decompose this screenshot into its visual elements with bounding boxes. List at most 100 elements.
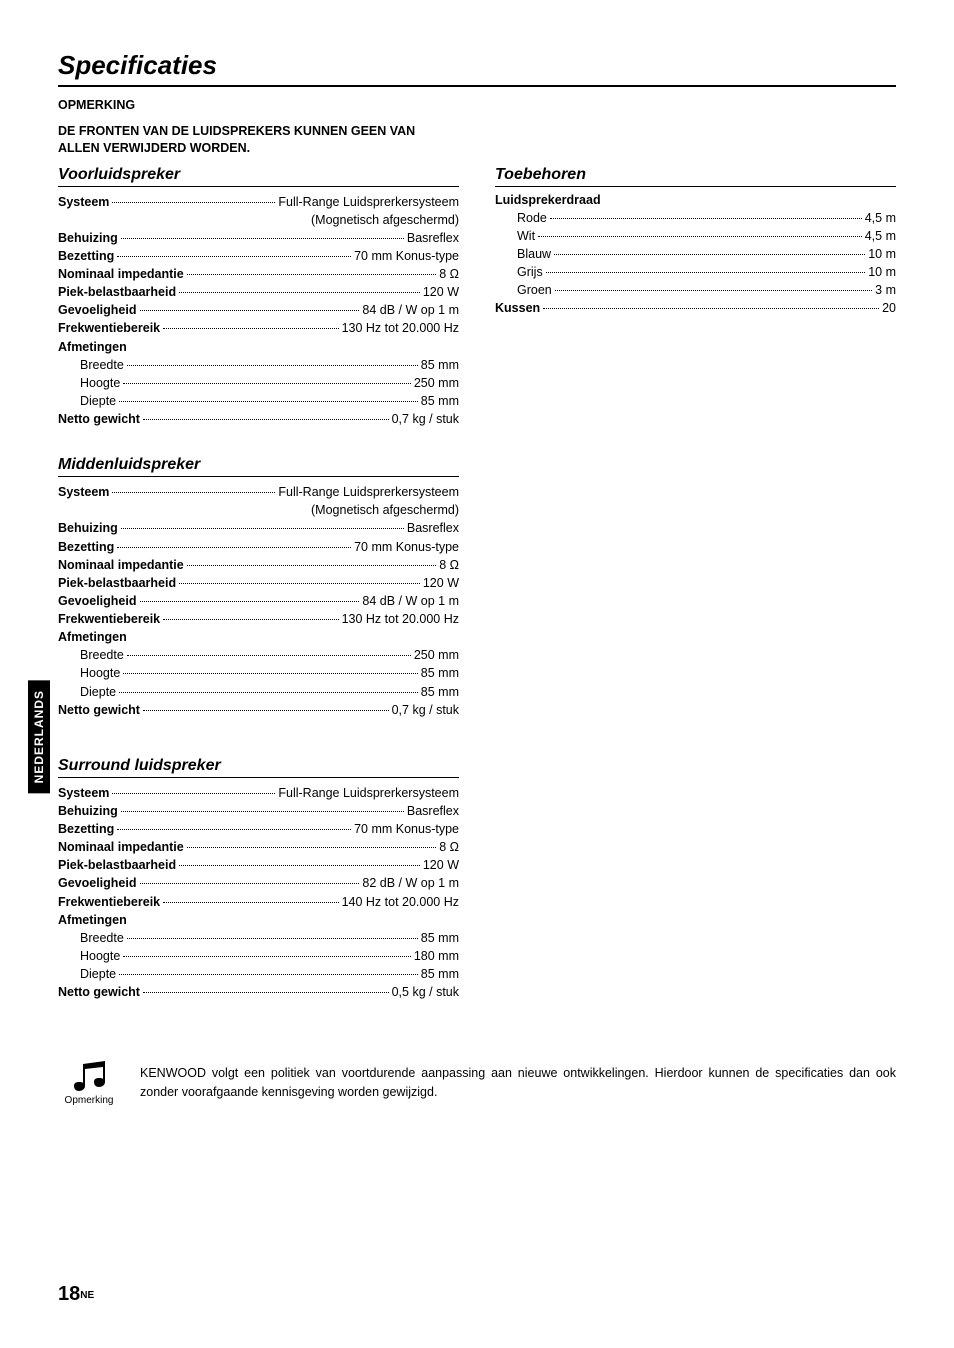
spec-label: Rode xyxy=(517,209,547,227)
spec-label: Kussen xyxy=(495,299,540,317)
dots xyxy=(554,254,865,255)
spec-row: Grijs 10 m xyxy=(495,263,896,281)
note-icon: Opmerking xyxy=(58,1060,120,1106)
dots xyxy=(123,956,411,957)
spec-label: Breedte xyxy=(80,356,124,374)
spec-row: Netto gewicht0,7 kg / stuk xyxy=(58,410,459,428)
spec-row: SysteemFull-Range Luidsprerkersysteem xyxy=(58,483,459,501)
dots xyxy=(121,528,404,529)
page-title: Specificaties xyxy=(58,50,896,87)
spec-value: 85 mm xyxy=(421,664,459,682)
spec-row: Frekwentiebereik140 Hz tot 20.000 Hz xyxy=(58,893,459,911)
spec-label: Wit xyxy=(517,227,535,245)
dots xyxy=(163,328,338,329)
dots xyxy=(140,883,360,884)
spec-label: Frekwentiebereik xyxy=(58,319,160,337)
spec-row: Diepte85 mm xyxy=(58,965,459,983)
spec-row: Hoogte250 mm xyxy=(58,374,459,392)
dots xyxy=(127,365,418,366)
spec-value: 85 mm xyxy=(421,929,459,947)
spec-row: Piek-belastbaarheid120 W xyxy=(58,856,459,874)
dots xyxy=(187,274,436,275)
spec-value: 8 Ω xyxy=(439,265,459,283)
spec-value: 8 Ω xyxy=(439,838,459,856)
dots xyxy=(179,583,420,584)
spec-row: Afmetingen xyxy=(58,338,459,356)
spec-label: Grijs xyxy=(517,263,543,281)
spec-value: Basreflex xyxy=(407,519,459,537)
spec-label: Behuizing xyxy=(58,519,118,537)
spec-label: Behuizing xyxy=(58,802,118,820)
spec-label: Gevoeligheid xyxy=(58,301,137,319)
spec-row: SysteemFull-Range Luidsprerkersysteem xyxy=(58,193,459,211)
spec-value: 8 Ω xyxy=(439,556,459,574)
spec-row: Breedte250 mm xyxy=(58,646,459,664)
spec-row: Gevoeligheid 84 dB / W op 1 m xyxy=(58,592,459,610)
dots xyxy=(119,692,418,693)
spec-label: Systeem xyxy=(58,483,109,501)
dots xyxy=(143,710,389,711)
spec-row: Bezetting70 mm Konus-type xyxy=(58,247,459,265)
spec-value: 85 mm xyxy=(421,356,459,374)
spec-row: Frekwentiebereik130 Hz tot 20.000 Hz xyxy=(58,610,459,628)
spec-label: Blauw xyxy=(517,245,551,263)
spec-value: Full-Range Luidsprerkersysteem xyxy=(278,193,459,211)
dots xyxy=(127,655,411,656)
spec-row: SysteemFull-Range Luidsprerkersysteem xyxy=(58,784,459,802)
footer-note: Opmerking KENWOOD volgt een politiek van… xyxy=(58,1060,896,1106)
spec-row: Piek-belastbaarheid 120 W xyxy=(58,574,459,592)
spec-value: 140 Hz tot 20.000 Hz xyxy=(342,893,459,911)
spec-row: Diepte85 mm xyxy=(58,392,459,410)
spec-row: BehuizingBasreflex xyxy=(58,802,459,820)
spec-value: 4,5 m xyxy=(865,227,896,245)
left-column: Voorluidspreker SysteemFull-Range Luidsp… xyxy=(58,166,459,1002)
spec-row: Blauw10 m xyxy=(495,245,896,263)
spec-label: Netto gewicht xyxy=(58,983,140,1001)
spec-row: Netto gewicht 0,7 kg / stuk xyxy=(58,701,459,719)
spec-continuation: (Mognetisch afgeschermd) xyxy=(58,501,459,519)
dots xyxy=(179,865,420,866)
spec-label: Netto gewicht xyxy=(58,701,140,719)
dots xyxy=(117,829,351,830)
spec-label: Diepte xyxy=(80,683,116,701)
spec-row: Nominaal impedantie8 Ω xyxy=(58,838,459,856)
section-heading-surround: Surround luidspreker xyxy=(58,757,459,778)
dots xyxy=(543,308,879,309)
spec-label: Afmetingen xyxy=(58,338,127,356)
spec-value: 10 m xyxy=(868,263,896,281)
dots xyxy=(555,290,872,291)
spec-label: Piek-belastbaarheid xyxy=(58,856,176,874)
spec-label: Behuizing xyxy=(58,229,118,247)
spec-value: 3 m xyxy=(875,281,896,299)
spec-label: Nominaal impedantie xyxy=(58,556,184,574)
dots xyxy=(121,811,404,812)
spec-row: Breedte 85 mm xyxy=(58,356,459,374)
spec-row: Bezetting70 mm Konus-type xyxy=(58,820,459,838)
spec-row: Netto gewicht0,5 kg / stuk xyxy=(58,983,459,1001)
spec-row: Nominaal impedantie 8 Ω xyxy=(58,556,459,574)
spec-label: Gevoeligheid xyxy=(58,592,137,610)
spec-row: Gevoeligheid84 dB / W op 1 m xyxy=(58,301,459,319)
spec-value: 130 Hz tot 20.000 Hz xyxy=(342,319,459,337)
spec-value: 84 dB / W op 1 m xyxy=(362,592,459,610)
spec-label: Piek-belastbaarheid xyxy=(58,574,176,592)
dots xyxy=(140,601,360,602)
spec-value: 0,7 kg / stuk xyxy=(392,701,459,719)
section-heading-center: Middenluidspreker xyxy=(58,456,459,477)
spec-row: Afmetingen xyxy=(58,628,459,646)
dots xyxy=(143,992,389,993)
dots xyxy=(117,256,351,257)
notice-block: OPMERKING DE FRONTEN VAN DE LUIDSPREKERS… xyxy=(58,97,896,158)
dots xyxy=(143,419,389,420)
spec-row: Piek-belastbaarheid120 W xyxy=(58,283,459,301)
dots xyxy=(112,492,275,493)
spec-row: Kussen20 xyxy=(495,299,896,317)
page-num-suffix: NE xyxy=(80,1290,94,1301)
page-number: 18NE xyxy=(58,1283,94,1306)
spec-value: 120 W xyxy=(423,574,459,592)
spec-value: 70 mm Konus-type xyxy=(354,538,459,556)
language-tab: NEDERLANDS xyxy=(28,680,50,793)
spec-value: 85 mm xyxy=(421,683,459,701)
spec-value: 180 mm xyxy=(414,947,459,965)
spec-row: Groen3 m xyxy=(495,281,896,299)
